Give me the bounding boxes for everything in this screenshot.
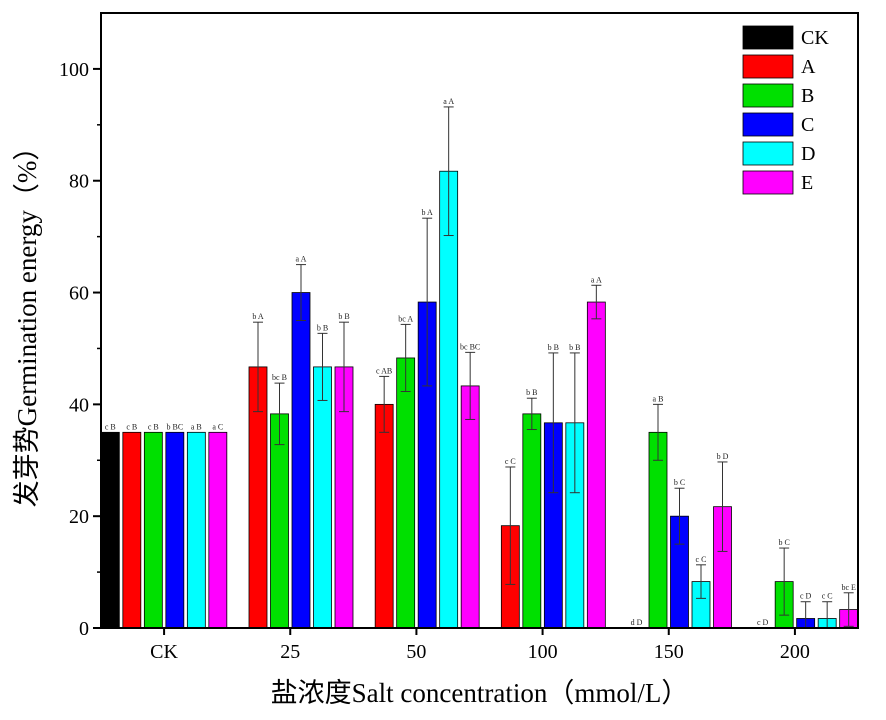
legend-swatch-d [742,141,794,166]
bar-b-50 [396,357,416,629]
bar-ck-ck [100,431,120,629]
legend-swatch-ck [742,25,794,50]
significance-label: bc BC [460,342,480,351]
y-axis-title: 发芽势Germination energy（%） [12,134,42,508]
y-tick-label: 80 [69,171,89,193]
legend-swatch-c [742,112,794,137]
significance-label: a A [591,275,602,284]
significance-label: a C [212,422,223,431]
significance-label: c D [757,618,769,627]
significance-label: c B [105,422,116,431]
x-tick-label: 150 [654,641,684,663]
significance-labels-layer: c B b A c AB c C d D c D c B bc B bc A b B a B b C b… [105,97,856,627]
legend-label-a: A [801,56,816,78]
bar-b-25 [270,413,289,629]
plot-frame [100,12,859,629]
bar-a-ck [122,431,142,629]
significance-label: b D [717,452,729,461]
legend-label-c: C [801,114,814,136]
x-tick-label: 25 [280,641,300,663]
bar-d-50 [439,170,459,629]
significance-label: bc E [841,583,856,592]
significance-label: b B [338,312,349,321]
legend-label-d: D [801,143,815,165]
bars-layer [100,170,859,629]
bar-e-ck [208,431,228,629]
bar-e-100 [586,301,606,629]
significance-label: c C [822,592,833,601]
x-tick-label: CK [150,641,178,663]
y-tick-label: 60 [69,283,89,305]
legend-swatch-e [742,170,794,195]
legend-label-b: B [801,85,814,107]
significance-label: b B [317,323,328,332]
significance-label: c B [126,422,137,431]
significance-label: b B [526,388,537,397]
legend-label-ck: CK [801,27,829,49]
significance-label: bc B [272,373,287,382]
x-tick-label: 200 [780,641,810,663]
significance-label: bc A [398,314,413,323]
significance-label: c B [148,422,159,431]
x-axis-title: 盐浓度Salt concentration（mmol/L） [271,678,689,708]
bar-b-ck [143,431,163,629]
y-tick-label: 100 [59,59,89,81]
significance-label: d D [631,618,643,627]
significance-label: b B [569,343,580,352]
bar-c-ck [165,431,185,629]
significance-label: b B [548,343,559,352]
bar-a-50 [374,403,394,629]
bar-e-50 [460,385,480,629]
bar-b-100 [522,413,542,629]
significance-label: c C [696,555,707,564]
significance-label: a B [653,394,664,403]
significance-label: c C [505,457,516,466]
significance-label: b BC [166,422,183,431]
bar-b-150 [648,431,668,629]
y-tick-label: 40 [69,394,89,416]
x-axis: CK 25 50 100 150 200 [150,628,810,663]
y-axis: 0 20 40 60 80 100 [59,59,101,640]
x-tick-label: 100 [528,641,558,663]
significance-label: c D [800,592,812,601]
bar-d-25 [313,366,332,629]
y-tick-label: 0 [79,618,89,640]
y-tick-label: 20 [69,506,89,528]
significance-label: a A [443,97,454,106]
significance-label: a B [191,422,202,431]
significance-label: c AB [376,366,392,375]
bar-d-ck [186,431,206,629]
legend-swatch-a [742,54,794,79]
significance-label: a A [296,255,307,264]
bar-c-25 [291,292,311,629]
x-tick-label: 50 [406,641,426,663]
legend-swatch-b [742,83,794,108]
significance-label: b C [674,478,685,487]
significance-label: b C [778,538,789,547]
significance-label: b A [421,208,433,217]
legend-label-e: E [801,172,813,194]
significance-label: b A [252,312,264,321]
